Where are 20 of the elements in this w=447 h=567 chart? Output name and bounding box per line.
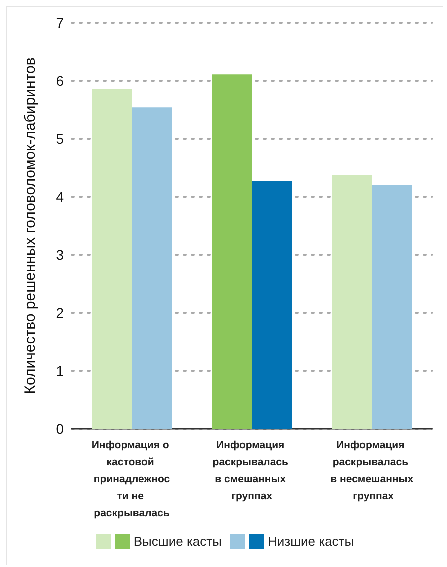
bar bbox=[252, 181, 292, 429]
y-axis-title: Количество решенных головоломок-лабиринтов bbox=[22, 58, 39, 394]
y-tick-label: 2 bbox=[56, 305, 64, 321]
y-tick-label: 6 bbox=[56, 73, 64, 89]
x-tick-label: Информация раскрывалась в несмешанных группах bbox=[330, 440, 414, 502]
legend-label: Высшие касты bbox=[134, 534, 222, 549]
y-tick-label: 4 bbox=[56, 189, 64, 205]
y-tick-label: 0 bbox=[56, 421, 64, 437]
y-tick-label: 1 bbox=[56, 363, 64, 379]
x-tick-label: Информация о кастовой принадлежности не раскрывалась bbox=[92, 440, 172, 520]
y-tick-label: 7 bbox=[56, 15, 64, 31]
x-tick-label: Информация раскрывалась в смешанных группах bbox=[212, 440, 292, 502]
y-tick-label: 5 bbox=[56, 131, 64, 147]
y-tick-label: 3 bbox=[56, 247, 64, 263]
bar bbox=[212, 74, 252, 429]
bar bbox=[92, 89, 132, 429]
bar bbox=[372, 185, 412, 429]
bar bbox=[332, 174, 372, 429]
legend-label: Низшие касты bbox=[268, 534, 354, 549]
bar bbox=[132, 108, 172, 429]
